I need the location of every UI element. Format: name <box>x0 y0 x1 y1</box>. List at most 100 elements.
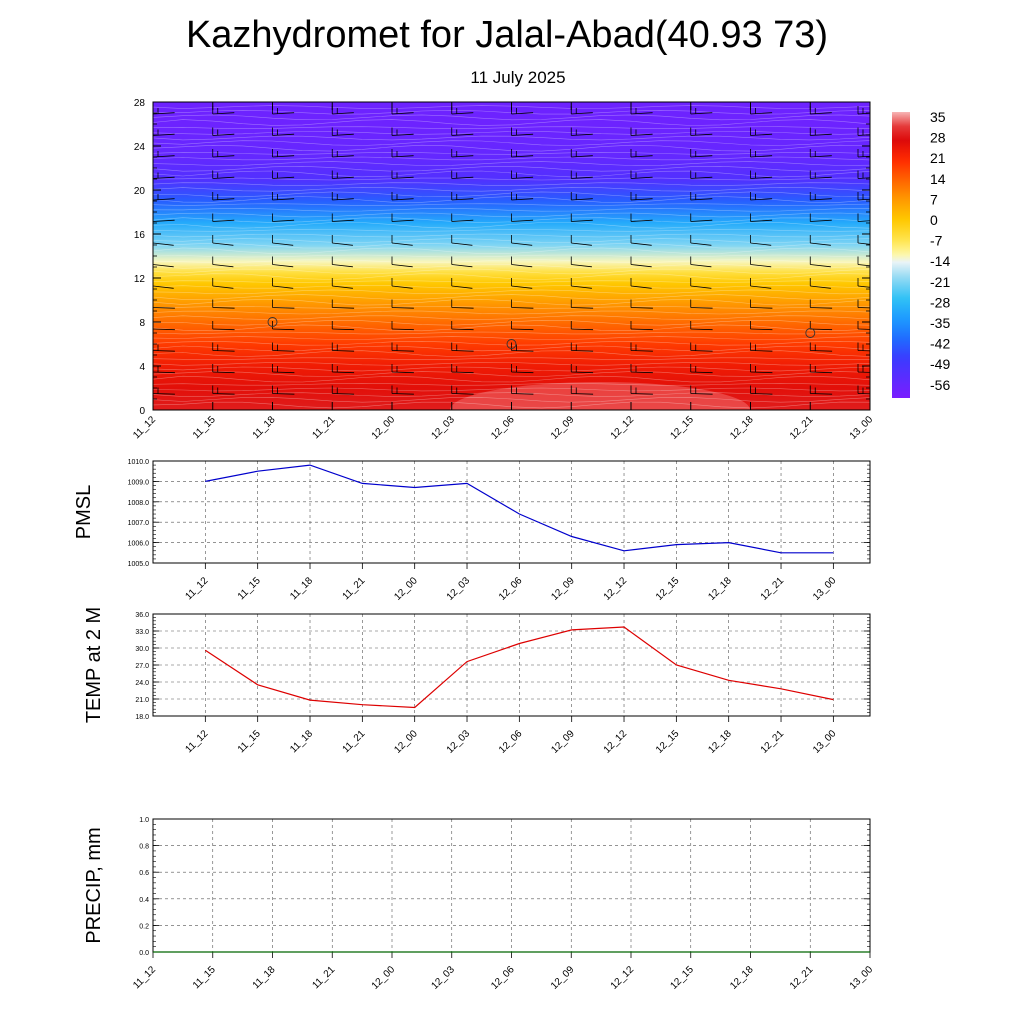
x-tick-label: 12_15 <box>654 728 682 756</box>
x-tick-label: 11_12 <box>131 964 158 991</box>
x-tick-label: 11_21 <box>341 575 368 602</box>
precip-data-point <box>809 951 811 953</box>
x-tick-label: 11_15 <box>236 728 263 755</box>
calm-marker <box>506 339 517 349</box>
x-tick-label: 13_00 <box>848 964 876 992</box>
y-tick-label: 0.6 <box>139 870 149 877</box>
y-tick-label: 21.0 <box>135 697 149 704</box>
warm-core <box>450 382 750 410</box>
precip-data-point <box>451 951 453 953</box>
y-tick-label: 1010.0 <box>128 459 150 466</box>
pmsl-data-point <box>466 482 468 484</box>
colorbar-label: 21 <box>930 150 946 166</box>
y-tick-label: 36.0 <box>135 612 149 619</box>
colorbar-label: 28 <box>930 130 946 146</box>
y-tick-label: 33.0 <box>135 629 149 636</box>
precip-panel: 0.0 0.2 0.4 0.6 0.8 1.0 11_12 11_15 11_18 11_21 12… <box>83 817 875 992</box>
wind-barbs <box>153 106 870 395</box>
precip-data-point <box>511 951 513 953</box>
pmsl-data-point <box>309 464 311 466</box>
colorbar-label: 0 <box>930 212 938 228</box>
x-tick-label: 12_12 <box>602 728 630 756</box>
x-tick-label: 11_18 <box>288 575 315 602</box>
pmsl-data-point <box>780 552 782 554</box>
x-tick-label: 12_12 <box>602 575 630 603</box>
temp-data-point <box>832 699 834 701</box>
x-tick-label: 11_12 <box>184 728 211 755</box>
colorbar-label: 7 <box>930 191 938 207</box>
precip-data-point <box>869 951 871 953</box>
pmsl-data-point <box>361 482 363 484</box>
colorbar-label: -7 <box>930 233 943 249</box>
pmsl-data-point <box>414 487 416 489</box>
temp-data-point <box>204 649 206 651</box>
temp-data-point <box>414 707 416 709</box>
heatmap-x-tick-label: 11_21 <box>310 414 337 441</box>
pmsl-series-line <box>205 464 834 554</box>
heatmap-y-tick-label: 0 <box>139 406 145 417</box>
heatmap-x-tick-label: 11_15 <box>191 414 218 441</box>
x-tick-label: 12_03 <box>429 964 457 992</box>
y-tick-label: 1006.0 <box>128 541 150 548</box>
heatmap-x-tick-label: 12_03 <box>429 414 457 442</box>
precip-data-point <box>570 951 572 953</box>
x-tick-label: 11_21 <box>341 728 368 755</box>
heatmap-y-tick-label: 8 <box>139 318 145 329</box>
x-tick-label: 12_18 <box>728 964 756 992</box>
colorbar-label: -42 <box>930 336 950 352</box>
chart-subtitle: 11 July 2025 <box>470 68 565 87</box>
x-tick-label: 11_21 <box>310 964 337 991</box>
precip-data-point <box>331 951 333 953</box>
temp-series-line <box>204 626 834 709</box>
x-tick-label: 12_06 <box>497 728 525 756</box>
y-tick-label: 18.0 <box>135 714 149 721</box>
pmsl-data-point <box>518 513 520 515</box>
pmsl-data-point <box>623 550 625 552</box>
panel-frame <box>152 613 871 717</box>
pmsl-panel: 1005.0 1006.0 1007.0 1008.0 1009.0 1010.0 11_1… <box>73 459 871 603</box>
heatmap-y-tick-label: 12 <box>134 274 146 285</box>
temp-data-point <box>257 684 259 686</box>
x-tick-label: 12_15 <box>654 575 682 603</box>
y-tick-label: 30.0 <box>135 646 149 653</box>
y-tick-label: 0.8 <box>139 844 149 851</box>
x-tick-label: 12_00 <box>392 728 420 756</box>
pmsl-data-point <box>257 470 259 472</box>
calm-markers <box>267 317 816 349</box>
heatmap-x-tick-label: 12_06 <box>489 414 517 442</box>
x-tick-label: 12_09 <box>549 964 577 992</box>
x-tick-label: 12_12 <box>609 964 637 992</box>
y-axis-label: PMSL <box>73 485 95 539</box>
colorbar: 35 28 21 14 7 0 -7 -14 -21 -28 -35 -42 -49 -56 <box>892 109 950 398</box>
temp-data-point <box>518 643 520 645</box>
precip-data-point <box>272 951 274 953</box>
heatmap-y-tick-label: 20 <box>134 186 146 197</box>
temp-data-point <box>623 626 625 628</box>
precip-data-point <box>750 951 752 953</box>
y-tick-label: 27.0 <box>135 663 149 670</box>
x-tick-label: 12_00 <box>370 964 398 992</box>
heatmap-x-tick-label: 13_00 <box>848 414 876 442</box>
heatmap-y-tick-label: 28 <box>134 98 146 109</box>
heatmap-x-tick-label: 12_09 <box>549 414 577 442</box>
colorbar-labels: 35 28 21 14 7 0 -7 -14 -21 -28 -35 -42 -49 -56 <box>930 109 950 393</box>
pmsl-data-point <box>832 552 834 554</box>
colorbar-label: -35 <box>930 315 950 331</box>
y-tick-label: 0.0 <box>139 950 149 957</box>
x-tick-label: 13_00 <box>811 728 839 756</box>
x-tick-label: 12_09 <box>549 575 577 603</box>
x-tick-label: 12_21 <box>759 728 787 756</box>
y-tick-label: 24.0 <box>135 680 149 687</box>
x-tick-label: 13_00 <box>811 575 839 603</box>
pmsl-data-point <box>204 480 206 482</box>
y-tick-label: 1007.0 <box>128 520 150 527</box>
heatmap-x-tick-label: 12_21 <box>788 414 816 442</box>
x-tick-label: 12_15 <box>668 964 696 992</box>
x-tick-label: 12_18 <box>706 575 734 603</box>
cross-section-panel: 0 4 8 12 16 20 24 28 11_12 11_15 11_18 11_21 12_00 1… <box>131 98 876 442</box>
x-tick-label: 12_00 <box>392 575 420 603</box>
x-tick-label: 11_12 <box>184 575 211 602</box>
precip-data-point <box>152 951 154 953</box>
heatmap-x-tick-label: 12_15 <box>668 414 696 442</box>
colorbar-strip <box>892 112 910 398</box>
